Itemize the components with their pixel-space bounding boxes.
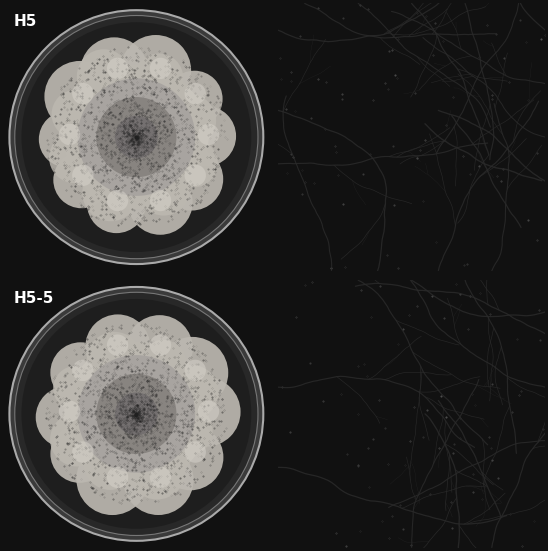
- Circle shape: [59, 401, 80, 422]
- Circle shape: [9, 10, 263, 264]
- Circle shape: [52, 90, 101, 139]
- Circle shape: [96, 374, 176, 454]
- Circle shape: [128, 442, 186, 500]
- Circle shape: [166, 71, 222, 127]
- Circle shape: [21, 299, 252, 529]
- Text: H5: H5: [14, 14, 37, 29]
- Circle shape: [15, 15, 258, 259]
- Circle shape: [123, 445, 193, 515]
- Circle shape: [9, 287, 263, 541]
- Circle shape: [84, 437, 136, 490]
- Circle shape: [185, 360, 206, 381]
- Circle shape: [158, 424, 224, 490]
- Circle shape: [78, 78, 195, 196]
- Circle shape: [115, 116, 158, 159]
- Circle shape: [185, 83, 206, 104]
- Circle shape: [82, 164, 139, 222]
- Circle shape: [50, 342, 111, 403]
- Circle shape: [72, 441, 94, 463]
- Circle shape: [76, 443, 149, 515]
- Circle shape: [198, 124, 219, 145]
- Circle shape: [15, 292, 258, 536]
- Circle shape: [115, 392, 158, 435]
- Circle shape: [50, 413, 104, 467]
- Circle shape: [72, 165, 94, 186]
- Circle shape: [128, 170, 193, 235]
- Circle shape: [107, 467, 128, 488]
- Circle shape: [185, 441, 206, 463]
- Circle shape: [21, 22, 252, 252]
- Circle shape: [107, 58, 128, 79]
- Circle shape: [53, 366, 98, 410]
- Circle shape: [150, 58, 171, 79]
- Circle shape: [39, 111, 95, 168]
- Circle shape: [80, 37, 148, 105]
- Text: H5-5: H5-5: [14, 291, 54, 306]
- Circle shape: [44, 61, 116, 132]
- Circle shape: [53, 152, 110, 208]
- Circle shape: [171, 377, 241, 447]
- Circle shape: [138, 164, 190, 215]
- Circle shape: [139, 340, 186, 386]
- Circle shape: [64, 65, 209, 209]
- Circle shape: [150, 190, 171, 211]
- Circle shape: [49, 132, 100, 183]
- Circle shape: [164, 365, 219, 419]
- Circle shape: [198, 401, 219, 422]
- Circle shape: [85, 315, 150, 380]
- Circle shape: [150, 467, 171, 488]
- Circle shape: [64, 342, 209, 486]
- Circle shape: [77, 49, 130, 103]
- Circle shape: [121, 35, 191, 106]
- Circle shape: [185, 165, 206, 186]
- Circle shape: [50, 425, 109, 483]
- Circle shape: [134, 53, 184, 102]
- Circle shape: [59, 124, 80, 145]
- Circle shape: [87, 332, 142, 387]
- Circle shape: [107, 190, 128, 211]
- Circle shape: [157, 337, 229, 409]
- Circle shape: [78, 355, 195, 473]
- Circle shape: [169, 139, 218, 187]
- Circle shape: [175, 106, 236, 166]
- Circle shape: [163, 94, 216, 148]
- Circle shape: [36, 386, 98, 449]
- Circle shape: [162, 405, 213, 456]
- Circle shape: [150, 334, 171, 356]
- Circle shape: [87, 174, 146, 233]
- Circle shape: [96, 97, 176, 177]
- Circle shape: [127, 315, 193, 382]
- Circle shape: [107, 334, 128, 356]
- Circle shape: [161, 148, 223, 210]
- Circle shape: [72, 360, 94, 381]
- Circle shape: [72, 83, 94, 104]
